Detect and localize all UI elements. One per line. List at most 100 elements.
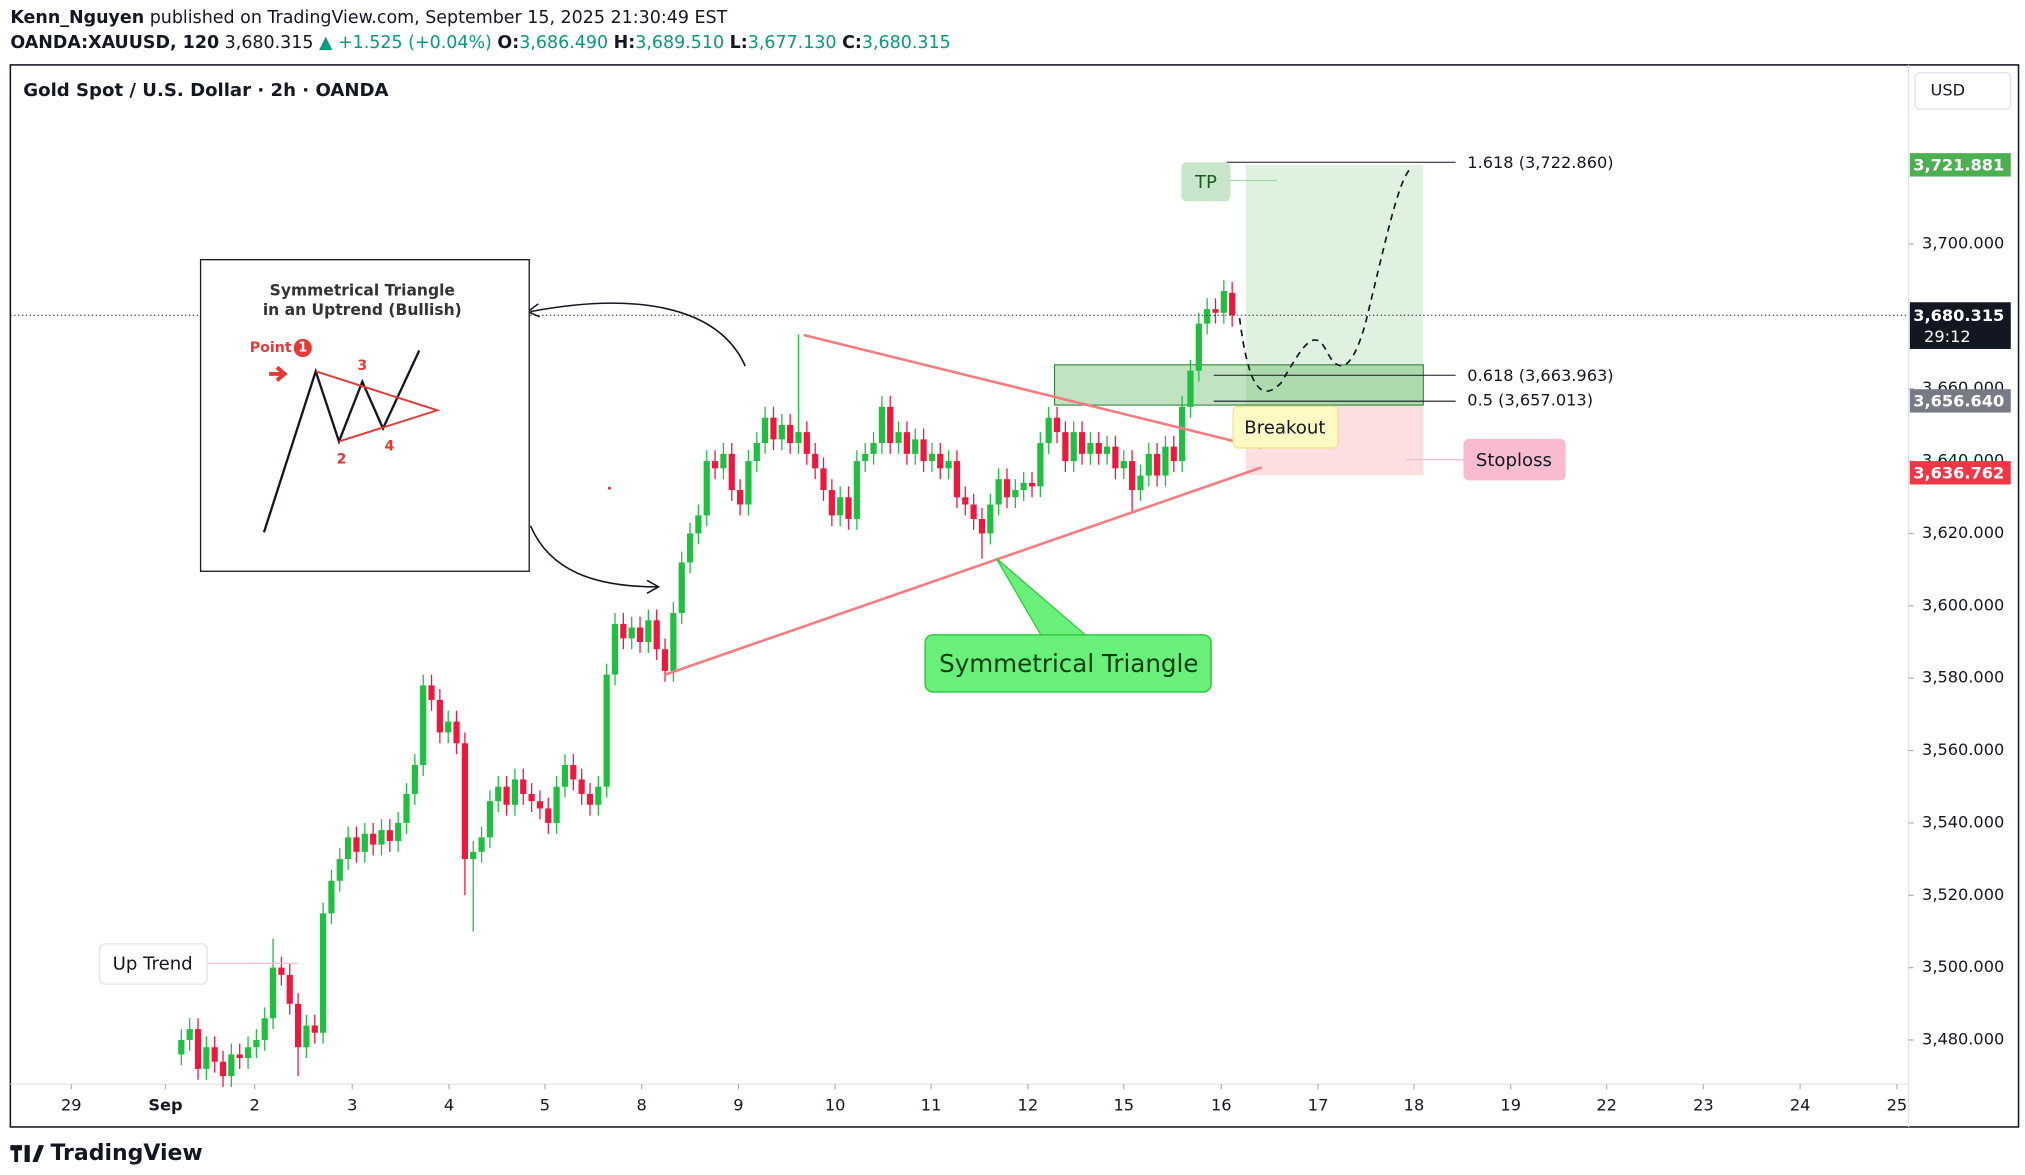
x-tick-label: 18 (1404, 1096, 1425, 1115)
candle-body (1145, 453, 1152, 476)
inset-box (199, 259, 530, 572)
x-tick-label: 24 (1790, 1096, 1811, 1115)
candle-body (970, 504, 977, 519)
candle-body (1020, 482, 1027, 491)
triangle-lower-line (663, 466, 1263, 677)
candle-body (762, 417, 769, 444)
x-tick-label: 22 (1596, 1096, 1617, 1115)
candle-body (328, 880, 335, 914)
uptrend-box (98, 943, 208, 985)
dot (607, 486, 611, 490)
h: 3,689.510 (635, 33, 724, 53)
x-tick-label: 5 (540, 1096, 550, 1115)
candle-body (928, 453, 936, 462)
candle-body (737, 490, 744, 505)
inset-zigzag (262, 350, 421, 533)
candle-body (269, 967, 277, 1019)
candle-body (945, 461, 952, 469)
arrow-head (646, 579, 661, 595)
candle-body (636, 627, 644, 642)
candle-body (1012, 490, 1019, 498)
y-tick-label: 3,620.000 (1922, 523, 2004, 542)
x-tick-label: 2 (250, 1096, 260, 1115)
zones (1054, 161, 1456, 476)
candle-body (1037, 443, 1044, 487)
candle-body (503, 786, 510, 805)
drawings: Symmetrical Triangle in an Uptrend (Bull… (98, 153, 1614, 985)
inset-label: 4 (385, 439, 395, 455)
candle-body (1053, 417, 1061, 433)
candle-body (486, 801, 494, 838)
candle-body (361, 833, 368, 852)
fib-zone (1054, 364, 1424, 406)
candle-body (912, 439, 919, 454)
candle-body (411, 765, 418, 794)
candle-body (478, 837, 485, 852)
candle-body (511, 779, 519, 805)
candle-body (528, 793, 535, 802)
candle-body (453, 721, 460, 744)
candle-body (561, 765, 569, 787)
candle-body (395, 822, 402, 841)
candle-body (1154, 453, 1161, 476)
candle-body (795, 432, 802, 444)
x-tick-label: 9 (733, 1096, 743, 1115)
candle-body (903, 432, 911, 454)
candle-body (595, 786, 602, 805)
fib-label: 1.618 (3,722.860) (1467, 153, 1613, 172)
x-tick-label: 16 (1211, 1096, 1232, 1115)
stoploss-box (1463, 438, 1566, 481)
change: ▲ +1.525 (+0.04%) (319, 33, 492, 53)
candle-body (553, 786, 560, 823)
y-tick-label: 3,500.000 (1922, 957, 2004, 976)
o: 3,686.490 (519, 33, 608, 53)
chart-frame (9, 64, 2020, 1128)
candle-body (962, 497, 969, 505)
candle-body (878, 406, 885, 444)
candle-body (203, 1047, 210, 1069)
candle-body (812, 453, 819, 469)
candle-body (420, 685, 427, 766)
candle-body (995, 479, 1002, 505)
candle-body (820, 468, 827, 491)
candle-body (920, 439, 927, 462)
candle-body (1095, 443, 1102, 454)
candle-body (1137, 475, 1144, 491)
candle-body (953, 461, 961, 498)
price-badge-label: 3,636.762 (1913, 464, 2004, 483)
breakout: Breakout (1244, 417, 1325, 438)
candle-body (845, 497, 852, 519)
candle-body (1087, 443, 1094, 454)
candle-body (236, 1054, 243, 1059)
triangle-label: Symmetrical Triangle (939, 649, 1198, 678)
x-tick-label: 4 (444, 1096, 454, 1115)
candle-body (461, 743, 468, 860)
candle-body (378, 830, 385, 845)
candle-body (353, 837, 360, 852)
l-label: L: (730, 33, 748, 53)
inset-point: Point (250, 340, 292, 356)
inset-triangle (315, 370, 441, 443)
candle-body (695, 515, 702, 534)
candle-body (586, 793, 594, 805)
candle-body (678, 562, 685, 614)
candle-body (1120, 461, 1127, 469)
x-tick-label: 3 (347, 1096, 357, 1115)
triangle-box (924, 634, 1212, 693)
candle-body (1045, 417, 1052, 444)
inset-label: 3 (357, 358, 367, 374)
candle-body (1195, 323, 1202, 371)
candle-body (403, 793, 410, 823)
candle-body (186, 1029, 193, 1040)
y-tick-label: 3,480.000 (1922, 1029, 2004, 1048)
x-tick-label: 17 (1308, 1096, 1329, 1115)
candle-body (1187, 370, 1194, 407)
breakout-box (1232, 405, 1339, 449)
candle-body (853, 461, 860, 519)
candle-body (628, 627, 635, 639)
h-label: H: (614, 33, 636, 53)
x-tick-label: 12 (1018, 1096, 1039, 1115)
candle-body (261, 1018, 268, 1040)
inset-point-badge (293, 338, 312, 358)
